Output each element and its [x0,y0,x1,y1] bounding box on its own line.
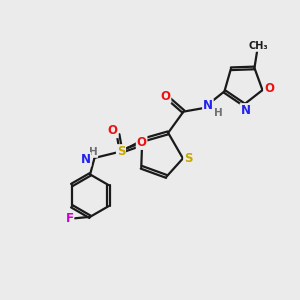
Text: N: N [203,99,213,112]
Text: F: F [65,212,74,225]
Text: CH₃: CH₃ [249,41,268,51]
Text: N: N [81,153,91,166]
Text: O: O [264,82,274,95]
Text: N: N [240,104,250,117]
Text: O: O [160,90,170,103]
Text: S: S [184,152,193,165]
Text: O: O [136,136,147,149]
Text: S: S [117,145,125,158]
Text: O: O [108,124,118,137]
Text: H: H [89,147,98,157]
Text: H: H [214,107,223,118]
